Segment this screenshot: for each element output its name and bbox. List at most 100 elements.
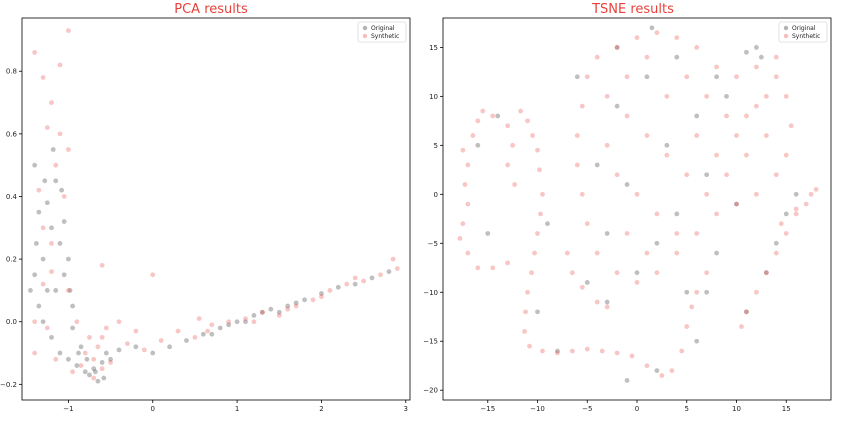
tsne-point-original xyxy=(624,378,630,383)
tsne-point-synthetic xyxy=(564,250,570,256)
pca-point-original xyxy=(293,300,299,306)
tsne-point-synthetic xyxy=(614,172,620,178)
tsne-point-synthetic xyxy=(704,93,710,99)
pca-ytick-label: 0.6 xyxy=(6,130,18,138)
pca-point-synthetic xyxy=(74,319,80,325)
pca-point-synthetic xyxy=(87,334,92,340)
tsne-point-original xyxy=(783,211,789,217)
tsne-point-original xyxy=(485,231,491,236)
pca-point-synthetic xyxy=(133,328,139,334)
tsne-point-original xyxy=(545,221,550,227)
tsne-point-original xyxy=(753,44,759,50)
tsne-point-synthetic xyxy=(594,54,600,60)
pca-legend-label-synthetic: Synthetic xyxy=(371,33,399,40)
tsne-point-original xyxy=(694,113,700,119)
pca-point-synthetic xyxy=(32,350,38,356)
pca-point-synthetic xyxy=(205,328,210,334)
pca-point-synthetic xyxy=(57,131,63,137)
pca-point-original xyxy=(53,178,59,184)
pca-point-synthetic xyxy=(95,344,101,350)
pca-series-original xyxy=(28,147,392,384)
pca-point-synthetic xyxy=(44,325,50,331)
tsne-point-original xyxy=(614,103,620,109)
pca-point-original xyxy=(49,225,54,231)
tsne-point-synthetic xyxy=(734,133,739,138)
pca-point-synthetic xyxy=(40,281,46,287)
tsne-xtick-label: −15 xyxy=(480,405,495,413)
tsne-point-synthetic xyxy=(535,147,540,153)
tsne-point-synthetic xyxy=(505,123,511,129)
pca-point-synthetic xyxy=(103,325,109,331)
tsne-point-synthetic xyxy=(783,93,789,99)
tsne-xtick-label: 10 xyxy=(732,405,741,413)
tsne-point-synthetic xyxy=(465,201,471,207)
tsne-chart: TSNE results −15 −10 −5 0 5 10 15 −20 −15 −10 −5 0 5… xyxy=(422,0,844,438)
pca-point-original xyxy=(200,331,206,337)
pca-point-original xyxy=(61,272,67,278)
tsne-point-synthetic xyxy=(594,299,600,305)
tsne-point-synthetic xyxy=(518,108,523,114)
tsne-legend-box xyxy=(778,21,828,43)
tsne-ytick-label: −15 xyxy=(423,338,438,346)
tsne-point-synthetic xyxy=(714,211,719,217)
pca-point-original xyxy=(150,350,156,356)
tsne-point-synthetic xyxy=(684,74,690,80)
tsne-point-original xyxy=(475,142,481,148)
pca-point-synthetic xyxy=(196,316,202,321)
pca-point-original xyxy=(319,291,324,296)
tsne-point-synthetic xyxy=(664,152,670,158)
pca-point-original xyxy=(92,369,98,375)
pca-point-synthetic xyxy=(150,272,156,278)
pca-point-original xyxy=(268,306,274,312)
pca-point-original xyxy=(302,297,307,303)
tsne-point-synthetic xyxy=(753,64,759,70)
tsne-point-original xyxy=(704,289,710,295)
tsne-legend-marker-synthetic xyxy=(783,33,789,39)
tsne-point-synthetic xyxy=(457,235,463,241)
pca-point-synthetic xyxy=(310,297,316,303)
tsne-xtick-label: 5 xyxy=(685,405,689,413)
pca-point-original xyxy=(33,241,39,246)
tsne-series-synthetic xyxy=(457,30,819,378)
tsne-point-synthetic xyxy=(783,152,789,158)
pca-point-original xyxy=(70,303,76,309)
tsne-point-original xyxy=(793,191,799,197)
tsne-point-synthetic xyxy=(480,108,486,114)
pca-point-synthetic xyxy=(32,50,38,55)
tsne-point-original xyxy=(649,25,655,31)
pca-point-synthetic xyxy=(226,319,232,325)
tsne-point-original xyxy=(604,299,610,305)
tsne-point-synthetic xyxy=(694,44,700,50)
pca-legend-box xyxy=(357,21,407,43)
pca-point-synthetic xyxy=(141,347,147,353)
tsne-point-original xyxy=(694,338,700,344)
pca-point-synthetic xyxy=(99,262,105,268)
tsne-point-synthetic xyxy=(724,172,729,178)
pca-point-synthetic xyxy=(352,275,358,281)
tsne-point-synthetic xyxy=(490,113,496,119)
pca-xtick-label: 3 xyxy=(404,405,408,413)
pca-point-original xyxy=(61,219,67,224)
tsne-point-synthetic xyxy=(813,187,819,192)
pca-point-original xyxy=(352,281,358,287)
tsne-xtick-label: −10 xyxy=(530,405,545,413)
pca-chart-plot: −1 0 1 2 3 −0.2 0.0 0.2 0.4 0.6 0.8 OriginalSynthet… xyxy=(0,17,411,413)
tsne-point-original xyxy=(773,240,779,246)
tsne-point-synthetic xyxy=(624,231,630,236)
tsne-point-synthetic xyxy=(579,191,585,197)
tsne-point-synthetic xyxy=(669,368,675,374)
tsne-point-synthetic xyxy=(744,309,749,315)
tsne-point-synthetic xyxy=(574,133,580,138)
pca-point-original xyxy=(57,350,63,356)
tsne-point-original xyxy=(714,74,719,80)
tsne-point-synthetic xyxy=(644,363,650,369)
tsne-point-original xyxy=(744,49,749,55)
pca-point-synthetic xyxy=(53,162,59,168)
tsne-point-original xyxy=(674,211,680,217)
pca-point-original xyxy=(76,350,81,356)
tsne-point-original xyxy=(744,309,749,315)
tsne-point-synthetic xyxy=(535,231,540,236)
tsne-chart-title: TSNE results xyxy=(592,2,674,17)
tsne-point-synthetic xyxy=(470,133,476,138)
tsne-point-original xyxy=(574,74,580,80)
